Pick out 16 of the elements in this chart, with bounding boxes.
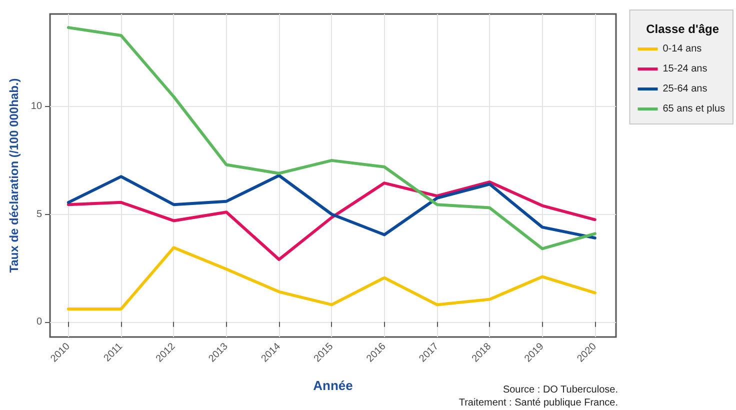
line-series xyxy=(66,174,596,240)
y-tick-label: 10 xyxy=(30,101,42,112)
legend-label: 25-64 ans xyxy=(662,84,708,94)
text: Traitement : Santé publique France. xyxy=(458,398,618,408)
legend-label: 65 ans et plus xyxy=(662,104,725,114)
source-note: Source : DO Tuberculose. xyxy=(502,384,618,396)
y-tick-label: 0 xyxy=(36,316,42,328)
line-series xyxy=(66,180,596,261)
legend-label: 0-14 ans xyxy=(662,44,702,54)
y-axis-title: Taux de déclaration (/100 000hab.) xyxy=(7,78,21,273)
line-series xyxy=(66,26,596,250)
line-series xyxy=(66,246,596,311)
legend-label: 15-24 ans xyxy=(662,64,708,74)
x-axis-title: Année xyxy=(313,378,353,393)
legend-title: Classe d'âge xyxy=(646,22,720,36)
y-tick-label: 5 xyxy=(36,208,42,220)
